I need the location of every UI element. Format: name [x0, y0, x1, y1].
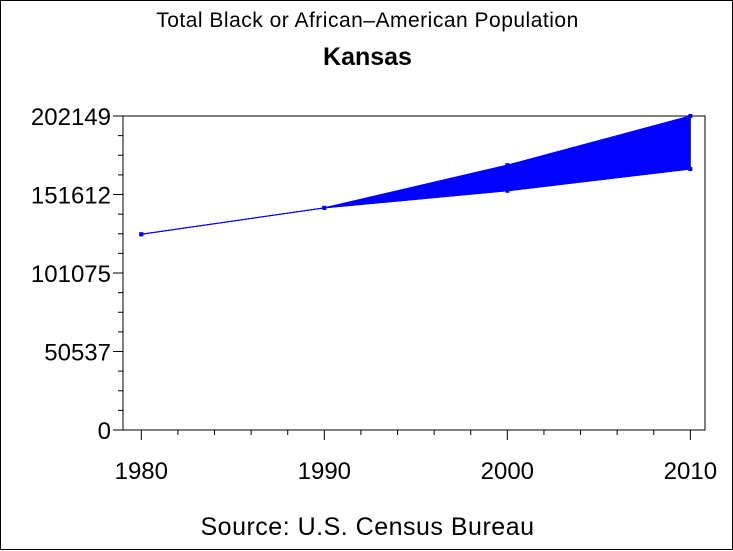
data-point — [139, 232, 144, 237]
y-tick-label: 151612 — [31, 182, 111, 209]
y-tick-label: 0 — [98, 418, 111, 445]
chart-subtitle: Kansas — [323, 43, 412, 71]
x-tick-label: 1990 — [298, 458, 351, 485]
data-point — [322, 205, 327, 210]
data-point — [505, 188, 510, 193]
y-tick-label: 50537 — [44, 340, 111, 367]
series-layer — [139, 114, 693, 237]
series-band — [141, 115, 691, 235]
x-tick-label: 1980 — [115, 458, 168, 485]
x-axis: 1980 1990 2000 2010 — [115, 430, 717, 485]
x-tick-label: 2000 — [481, 458, 534, 485]
data-point — [505, 163, 510, 168]
source-note: Source: U.S. Census Bureau — [200, 513, 535, 541]
y-axis: 0 50537 101075 151612 202149 — [31, 104, 123, 445]
y-tick-label: 202149 — [31, 104, 111, 131]
series-line-0 — [141, 168, 691, 235]
chart-title: Total Black or African–American Populati… — [156, 9, 579, 32]
data-point — [688, 167, 693, 172]
y-tick-label: 101075 — [31, 261, 111, 288]
x-tick-label: 2010 — [664, 458, 717, 485]
data-point — [688, 114, 693, 118]
series-line-1 — [141, 115, 691, 235]
